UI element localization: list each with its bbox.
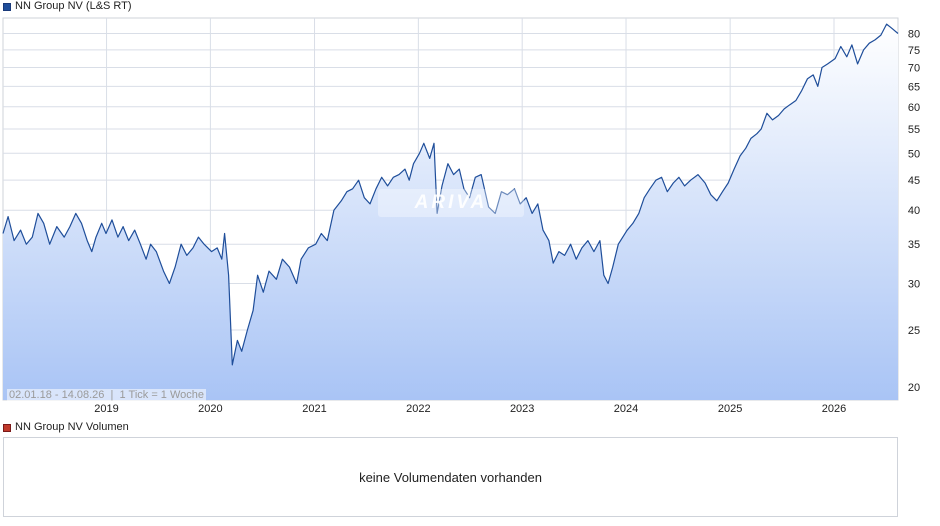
x-tick-label: 2026: [822, 403, 846, 415]
x-tick-label: 2020: [198, 403, 222, 415]
y-tick-label: 75: [908, 45, 920, 57]
date-range-text: 02.01.18 - 14.08.26: [9, 389, 105, 401]
y-tick-label: 60: [908, 102, 920, 114]
x-tick-label: 2022: [406, 403, 430, 415]
y-tick-label: 25: [908, 325, 920, 337]
price-line-layer: [2, 23, 899, 366]
volume-legend-swatch: [3, 423, 11, 432]
x-tick-label: 2021: [302, 403, 326, 415]
y-tick-label: 35: [908, 239, 920, 251]
y-tick-label: 20: [908, 382, 920, 394]
price-legend-swatch: [3, 2, 11, 11]
price-legend-label: NN Group NV (L&S RT): [15, 0, 132, 12]
volume-panel: keine Volumendaten vorhanden: [3, 437, 898, 517]
x-tick-label: 2019: [94, 403, 118, 415]
y-tick-label: 50: [908, 148, 920, 160]
x-axis-ticks: 2019 2020 2021 2022 2023 2024 2025 2026: [94, 403, 846, 415]
price-area: [3, 24, 898, 400]
y-tick-label: 80: [908, 28, 920, 40]
y-tick-label: 65: [908, 81, 920, 93]
volume-legend: NN Group NV Volumen: [3, 421, 129, 434]
price-line: [2, 23, 899, 366]
y-tick-label: 40: [908, 205, 920, 217]
x-tick-label: 2023: [510, 403, 534, 415]
y-tick-label: 30: [908, 279, 920, 291]
range-note: 02.01.18 - 14.08.26 | 1 Tick = 1 Woche: [7, 389, 207, 401]
x-tick-label: 2025: [718, 403, 742, 415]
x-tick-label: 2024: [614, 403, 638, 415]
watermark-logo: ARIVA: [378, 189, 524, 217]
y-tick-label: 70: [908, 63, 920, 75]
y-tick-label: 55: [908, 124, 920, 136]
y-axis-ticks: 20 25 30 35 40 45 50 55 60 65 70 75 80: [908, 28, 920, 393]
volume-legend-label: NN Group NV Volumen: [15, 421, 129, 433]
tick-interval-text: 1 Tick = 1 Woche: [119, 389, 205, 401]
range-separator: |: [107, 389, 117, 401]
price-legend: NN Group NV (L&S RT): [3, 0, 132, 13]
volume-empty-message: keine Volumendaten vorhanden: [359, 469, 542, 485]
y-tick-label: 45: [908, 175, 920, 187]
price-area-layer: [3, 24, 898, 400]
